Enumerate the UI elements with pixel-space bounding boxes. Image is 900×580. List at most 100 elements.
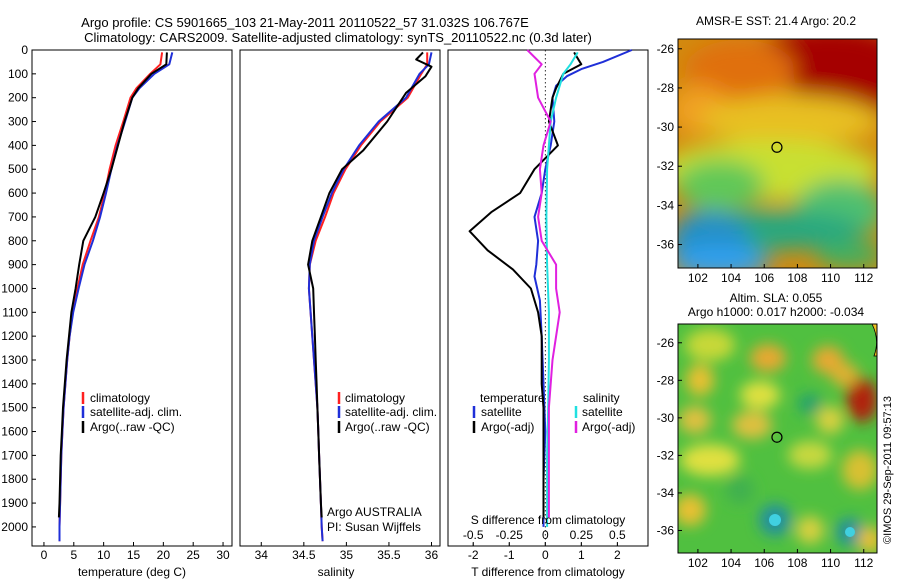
legend-label-climatology: climatology (345, 391, 405, 405)
x-tick-label: 36 (425, 548, 439, 562)
x-tick-label: 10 (97, 548, 111, 562)
temperature-legend: climatology satellite-adj. clim. Argo(..… (81, 391, 182, 434)
series-line (468, 51, 583, 518)
x-tick-label: 5 (70, 548, 77, 562)
y-tick-label: 800 (8, 234, 28, 248)
lat-tick-label: -28 (657, 373, 675, 387)
lat-tick-label: -32 (657, 159, 675, 173)
sst-axes: 102 104 106 108 110 112 -26 -28 -30 -32 -34 -36 (657, 42, 874, 285)
series-line (526, 49, 561, 518)
lon-tick-label: 108 (787, 271, 807, 285)
salinity-difference-legend: salinity satellite Argo(-adj) (574, 391, 635, 434)
x-tick-label: -1 (504, 548, 515, 562)
lat-tick-label: -36 (657, 238, 675, 252)
lat-tick-label: -34 (657, 198, 675, 212)
sla-blobs (678, 329, 877, 553)
sla-field (678, 324, 877, 553)
salinity-legend: climatology satellite-adj. clim. Argo(..… (337, 391, 437, 434)
y-tick-label: 1500 (1, 401, 28, 415)
temperature-difference-legend: temperature satellite Argo(-adj) (472, 391, 545, 434)
legend-label-sal-argo: Argo(-adj) (582, 420, 635, 434)
depth-axis: 0 100 200 300 400 500 600 700 800 900 1000 1100 1200… (1, 43, 36, 534)
temperature-xlabel: temperature (deg C) (78, 565, 186, 579)
legend-label-satellite: satellite-adj. clim. (90, 405, 182, 419)
salinity-scale-labels: -0.5 -0.25 0 0.25 0.5 (463, 528, 626, 546)
sst-field (678, 39, 877, 268)
s-tick-label: 0.5 (609, 528, 626, 542)
lon-tick-label: 102 (688, 556, 708, 570)
y-tick-label: 500 (8, 162, 28, 176)
y-tick-label: 0 (21, 43, 28, 57)
y-tick-label: 1400 (1, 377, 28, 391)
y-tick-label: 200 (8, 91, 28, 105)
sst-argo-location-marker (771, 141, 783, 153)
salinity-xlabel: salinity (318, 565, 355, 579)
y-tick-label: 400 (8, 138, 28, 152)
x-tick-label: 25 (187, 548, 201, 562)
legend-label-temp-argo: Argo(-adj) (481, 420, 534, 434)
lon-tick-label: 108 (787, 556, 807, 570)
sst-map: AMSR-E SST: 21.4 Argo: 20.2 102 104 106 108… (657, 14, 878, 285)
y-tick-label: 1100 (2, 305, 28, 319)
legend-label-sal-satellite: satellite (582, 405, 623, 419)
legend-label-argo: Argo(..raw -QC) (345, 420, 430, 434)
x-tick-label: 34 (255, 548, 269, 562)
lat-tick-label: -30 (657, 411, 675, 425)
x-tick-label: 15 (127, 548, 141, 562)
x-tick-label: 0 (542, 548, 549, 562)
lon-tick-label: 106 (754, 556, 774, 570)
lat-tick-label: -26 (657, 42, 675, 56)
lat-tick-label: -32 (657, 448, 675, 462)
legend-label-satellite: satellite-adj. clim. (345, 405, 437, 419)
lat-tick-label: -28 (657, 81, 675, 95)
series-line (57, 52, 168, 518)
argo-institution: Argo AUSTRALIA (327, 505, 422, 519)
lon-tick-label: 104 (721, 556, 741, 570)
x-tick-label: 30 (216, 548, 230, 562)
lon-tick-label: 112 (854, 556, 873, 570)
legend-label-climatology: climatology (90, 391, 150, 405)
salinity-axes-frame (239, 49, 441, 547)
lat-tick-label: -34 (657, 486, 675, 500)
x-tick-label: 34.5 (292, 548, 316, 562)
sst-frame (677, 38, 878, 269)
sla-map-title-line1: Altim. SLA: 0.055 (730, 291, 823, 305)
legend-label-temp-satellite: satellite (481, 405, 522, 419)
sla-map: Altim. SLA: 0.055 Argo h1000: 0.017 h200… (657, 291, 878, 570)
legend-title-temperature: temperature (480, 391, 545, 405)
y-tick-label: 100 (8, 67, 28, 81)
y-tick-label: 1600 (1, 425, 28, 439)
legend-title-salinity: salinity (583, 391, 620, 405)
lon-tick-label: 110 (821, 556, 840, 570)
s-tick-label: -0.5 (463, 528, 484, 542)
temperature-panel: 0100200300400500600700800900100011001200… (1, 43, 233, 579)
y-tick-label: 1300 (1, 353, 28, 367)
difference-panel: -2 -1 0 1 2 -0.5 -0.25 0 0.25 0.5 S difference f… (447, 49, 649, 579)
x-tick-label: 2 (614, 548, 621, 562)
sst-map-title: AMSR-E SST: 21.4 Argo: 20.2 (696, 14, 856, 28)
figure-title-line2: Climatology: CARS2009. Satellite-adjuste… (84, 30, 592, 45)
lon-tick-label: 106 (754, 271, 774, 285)
y-tick-label: 1800 (1, 472, 28, 486)
y-tick-label: 600 (8, 186, 28, 200)
s-tick-label: -0.25 (496, 528, 524, 542)
y-tick-label: 700 (8, 210, 28, 224)
temperature-series (57, 52, 174, 542)
salinity-x-axis: 34 34.5 35 35.5 36 (255, 542, 439, 562)
imos-watermark: ©IMOS 29-Sep-2011 09:57:13 (882, 396, 894, 544)
t-difference-label: T difference from climatology (471, 565, 625, 579)
y-tick-label: 2000 (1, 520, 28, 534)
s-difference-label: S difference from climatology (471, 513, 626, 527)
lon-tick-label: 112 (854, 271, 873, 285)
sla-map-title-line2: Argo h1000: 0.017 h2000: -0.034 (688, 305, 864, 319)
temperature-x-axis: 0 5 10 15 20 25 30 (41, 542, 230, 562)
sla-axes: 102 104 106 108 110 112 -26 -28 -30 -32 -34 -36 (657, 336, 874, 570)
series-line (307, 51, 433, 518)
lat-tick-label: -30 (657, 120, 675, 134)
lat-tick-label: -26 (657, 336, 675, 350)
legend-label-argo: Argo(..raw -QC) (90, 420, 175, 434)
argo-pi: PI: Susan Wijffels (327, 520, 421, 534)
lon-tick-label: 102 (688, 271, 708, 285)
y-tick-label: 1200 (1, 329, 28, 343)
